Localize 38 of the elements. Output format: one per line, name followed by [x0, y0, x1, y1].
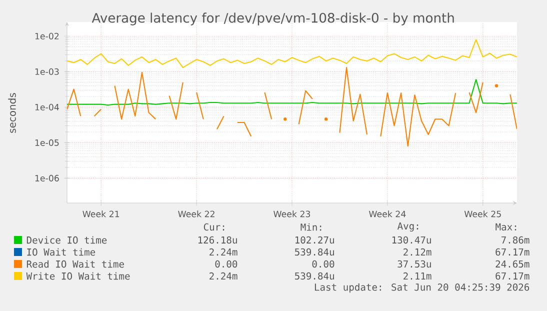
text: Cur:	[204, 223, 224, 231]
text: 24.65m	[496, 260, 530, 268]
text: 7.86m	[501, 236, 530, 244]
text: 2.24m	[210, 272, 238, 280]
text: 0.00	[312, 260, 334, 268]
text: 0.00	[215, 260, 238, 268]
line-series	[67, 39, 517, 68]
legend-label: Device IO time	[26, 236, 107, 244]
x-tick-label: Week 24	[368, 210, 406, 218]
x-tick-label: Week 21	[82, 210, 120, 218]
text: Max:	[496, 223, 516, 231]
text: 2.11m	[404, 272, 432, 280]
legend-label: Read IO Wait time	[26, 260, 124, 268]
y-tick-label: 1e-02	[35, 32, 59, 40]
text: Avg:	[397, 222, 418, 232]
chart-title: Average latency for /dev/pve/vm-108-disk-0 - by month	[92, 12, 454, 26]
text: Min:	[300, 223, 322, 231]
text: 67.17m	[496, 248, 530, 256]
y-tick-label: 1e-03	[35, 68, 59, 75]
y-tick-label: 1e-05	[35, 139, 59, 146]
legend-label: Write IO Wait time	[26, 272, 130, 280]
text: 2.12m	[404, 248, 432, 256]
y-axis-title: seconds	[8, 93, 16, 133]
text: 539.84u	[295, 248, 334, 256]
y-tick-label: 1e-06	[35, 174, 59, 182]
text: 37.53u	[398, 260, 431, 268]
legend-label: IO Wait time	[27, 248, 96, 256]
x-tick-label: Week 23	[274, 210, 310, 218]
text: 126.18u	[198, 236, 237, 244]
text: 2.24m	[210, 248, 238, 256]
text: 67.17m	[496, 272, 530, 280]
text: 130.47u	[392, 236, 431, 244]
text: 102.27u	[295, 236, 334, 244]
text: Last update: Sat Jun 20 04:25:39 2026	[314, 283, 530, 293]
y-tick-label: 1e-04	[35, 104, 59, 110]
x-tick-label: Week 25	[464, 210, 501, 218]
text: 539.84u	[295, 272, 334, 280]
x-tick-label: Week 22	[178, 210, 214, 218]
